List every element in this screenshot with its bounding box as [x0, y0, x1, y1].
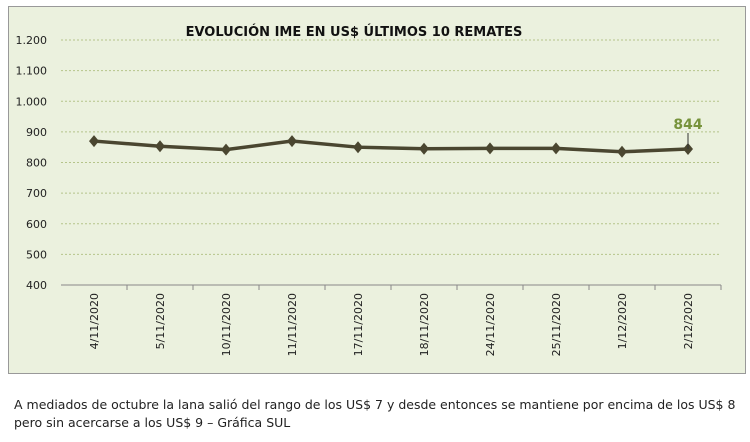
- x-tick-label: 18/11/2020: [418, 293, 431, 356]
- chart-container: EVOLUCIÓN IME EN US$ ÚLTIMOS 10 REMATES …: [8, 6, 746, 374]
- x-tick-label: 11/11/2020: [286, 293, 299, 356]
- data-point: [485, 142, 495, 155]
- y-tick-label: 500: [26, 248, 47, 261]
- y-tick-label: 800: [26, 157, 47, 170]
- y-tick-label: 400: [26, 279, 47, 292]
- data-point: [155, 140, 165, 153]
- x-tick-label: 5/11/2020: [154, 293, 167, 349]
- caption: A mediados de octubre la lana salió del …: [14, 397, 736, 430]
- y-tick-label: 900: [26, 126, 47, 139]
- x-tick-label: 24/11/2020: [484, 293, 497, 356]
- line-chart: EVOLUCIÓN IME EN US$ ÚLTIMOS 10 REMATES …: [16, 24, 722, 356]
- y-tick-label: 1.200: [16, 34, 48, 47]
- y-tick-label: 700: [26, 187, 47, 200]
- data-point: [551, 142, 561, 155]
- y-tick-label: 600: [26, 218, 47, 231]
- x-tick-label: 10/11/2020: [220, 293, 233, 356]
- x-tick-label: 17/11/2020: [352, 293, 365, 356]
- y-tick-label: 1.100: [16, 65, 48, 78]
- data-point: [287, 135, 297, 148]
- data-point: [617, 145, 627, 158]
- chart-title: EVOLUCIÓN IME EN US$ ÚLTIMOS 10 REMATES: [186, 24, 523, 40]
- data-label: 844: [673, 117, 702, 133]
- x-tick-label: 4/11/2020: [88, 293, 101, 349]
- data-point: [353, 141, 363, 154]
- series-line: [93, 139, 689, 154]
- x-tick-label: 1/12/2020: [616, 293, 629, 349]
- y-tick-label: 1.000: [16, 95, 48, 108]
- data-point: [221, 143, 231, 156]
- x-tick-label: 2/12/2020: [682, 293, 695, 349]
- data-point: [419, 142, 429, 155]
- x-tick-label: 25/11/2020: [550, 293, 563, 356]
- data-point: [89, 135, 99, 148]
